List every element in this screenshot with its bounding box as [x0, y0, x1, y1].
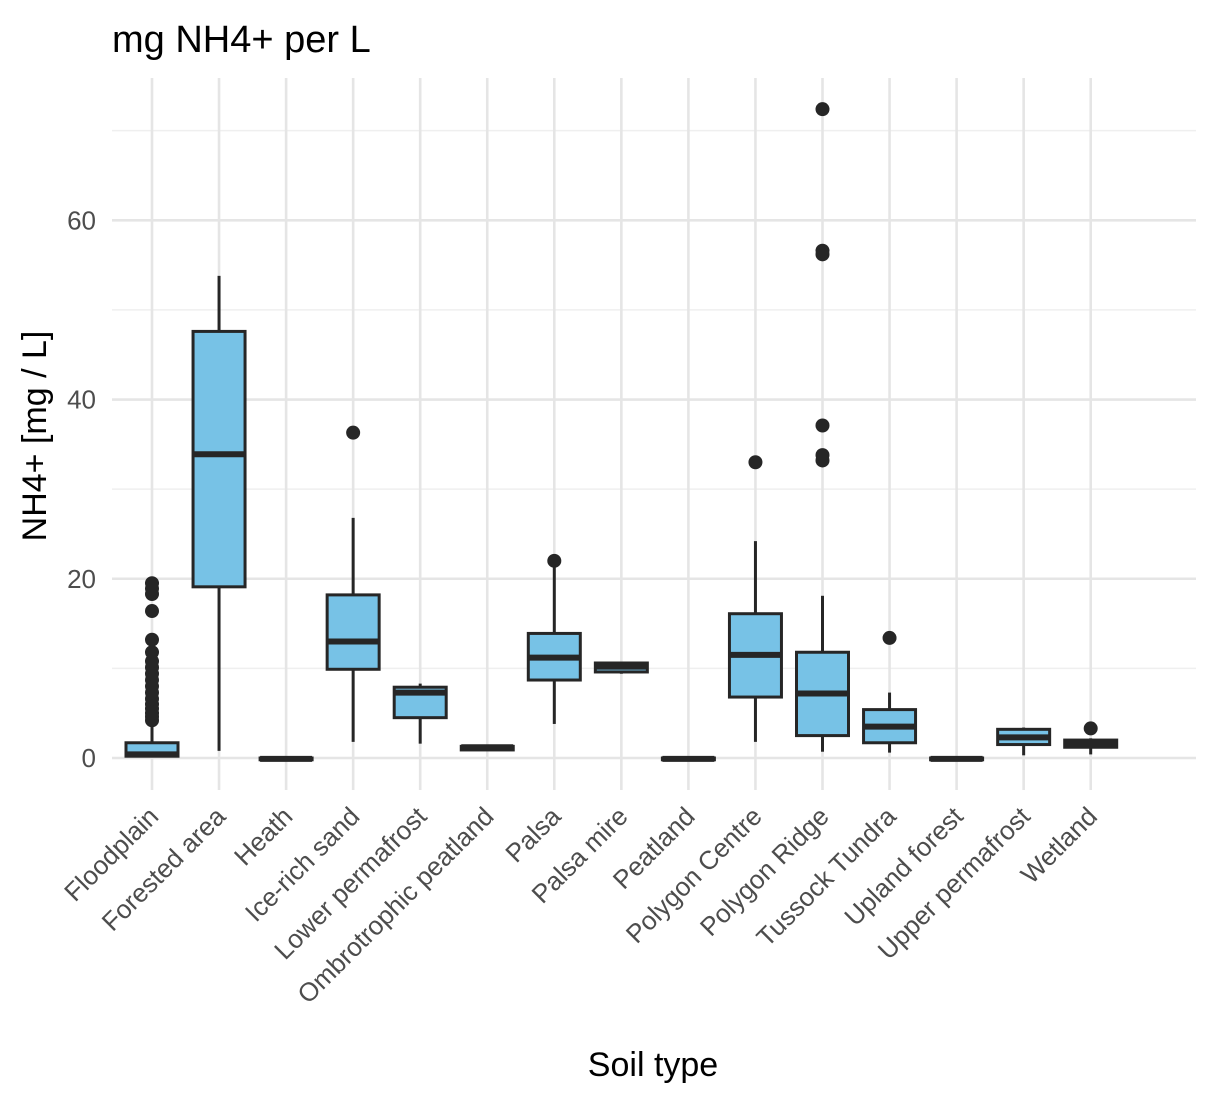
y-tick-label: 0: [82, 743, 96, 773]
box-palsa-mire: [593, 661, 649, 674]
box-iqr: [191, 329, 247, 589]
outlier-point: [145, 645, 159, 660]
outlier-point: [346, 425, 361, 440]
outlier-point: [547, 553, 562, 568]
box-peatland: [660, 755, 716, 762]
plot-area: [124, 102, 1119, 762]
outlier-point: [815, 418, 830, 433]
box-heath: [258, 755, 314, 762]
outlier-point: [1083, 721, 1098, 736]
outlier-point: [145, 632, 159, 647]
grid: [112, 78, 1196, 790]
y-tick-label: 20: [67, 564, 96, 594]
y-axis-title: NH4+ [mg / L]: [16, 331, 54, 542]
outlier-point: [145, 576, 159, 591]
outlier-point: [815, 102, 830, 117]
box-lower-permafrost: [392, 683, 448, 744]
y-tick-label: 60: [67, 205, 96, 235]
outlier-point: [748, 455, 763, 470]
y-tick-label: 40: [67, 385, 96, 415]
outlier-point: [815, 243, 830, 258]
box-forested-area: [191, 275, 247, 751]
box-wetland: [1063, 721, 1119, 755]
outlier-point: [815, 448, 830, 463]
outlier-point: [882, 630, 897, 645]
chart-title: mg NH4+ per L: [112, 19, 371, 61]
box-iqr: [325, 593, 381, 671]
box-upland-forest: [929, 755, 985, 762]
box-polygon-ridge: [795, 102, 850, 752]
y-axis-ticks: 0 20 40 60: [67, 205, 96, 773]
outlier-point: [145, 604, 159, 619]
x-axis-title: Soil type: [588, 1046, 718, 1084]
box-ombrotrophic-peatland: [459, 744, 515, 752]
box-palsa: [526, 553, 582, 724]
box-upper-permafrost: [996, 727, 1052, 756]
box-ice-rich-sand: [325, 425, 381, 742]
box-tussock-tundra: [862, 630, 918, 753]
box-polygon-centre: [727, 455, 783, 742]
box-floodplain: [124, 576, 180, 758]
